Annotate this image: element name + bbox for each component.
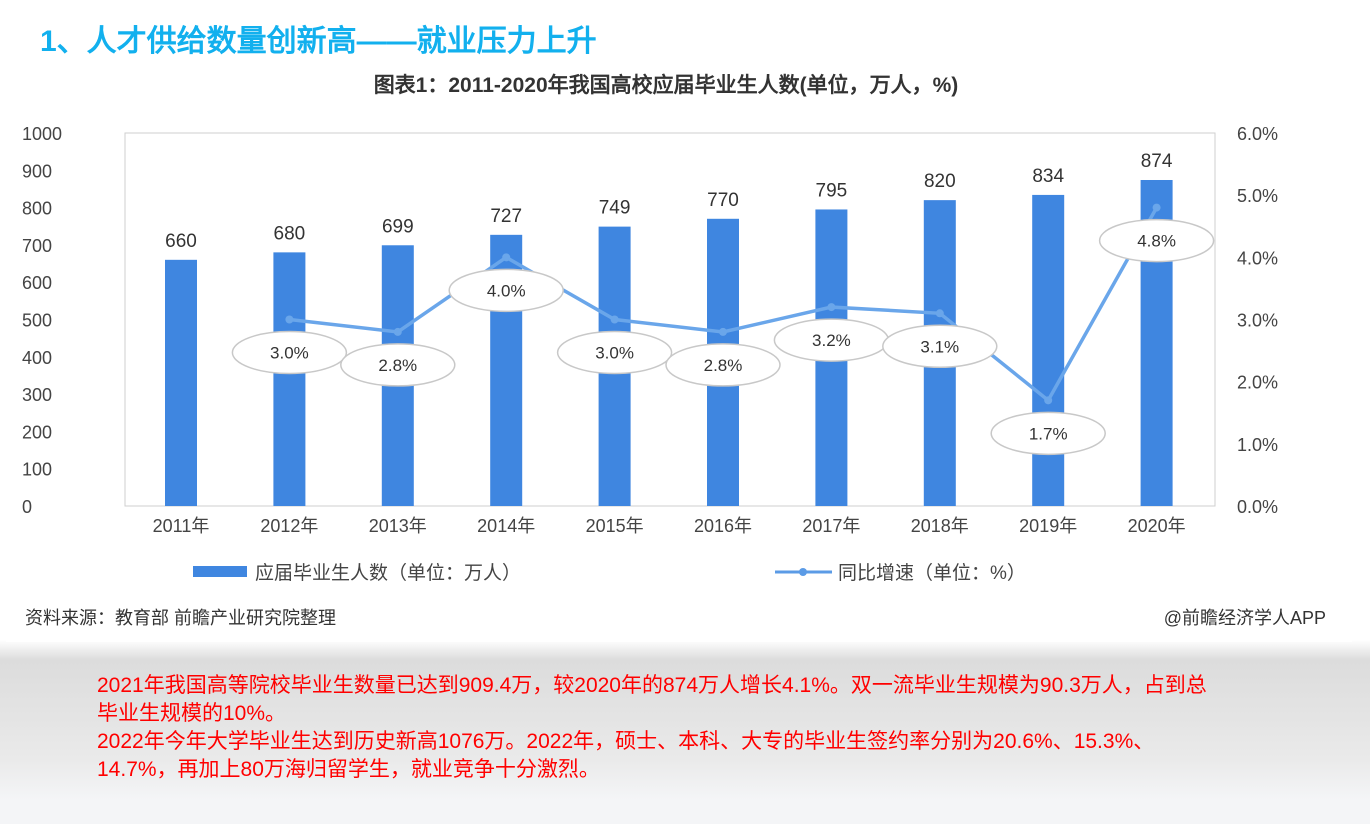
bar-value-label: 834 — [1032, 166, 1064, 187]
source-note: 资料来源：教育部 前瞻产业研究院整理 — [25, 608, 336, 628]
y-left-tick-label: 800 — [22, 199, 52, 219]
x-tick-label: 2014年 — [477, 516, 535, 536]
graduates-chart: 图表1：2011-2020年我国高校应届毕业生人数(单位，万人，%) 660 68… — [22, 73, 1326, 628]
growth-label: 2.8% — [704, 356, 743, 375]
growth-point — [1152, 203, 1161, 212]
legend-line-marker — [799, 568, 807, 576]
growth-label: 4.0% — [487, 281, 526, 300]
y-right-tick-label: 1.0% — [1237, 435, 1278, 455]
x-tick-label: 2020年 — [1128, 516, 1186, 536]
growth-label-bubble — [448, 268, 564, 313]
y-left-tick-label: 700 — [22, 236, 52, 256]
y-left-tick-label: 200 — [22, 422, 52, 442]
growth-point — [1044, 396, 1053, 405]
legend-line-label: 同比增速（单位：%） — [838, 562, 1026, 584]
growth-label: 3.0% — [270, 344, 309, 363]
y-right-tick-label: 0.0% — [1237, 497, 1278, 517]
x-tick-label: 2013年 — [369, 516, 427, 536]
y-right-tick-label: 5.0% — [1237, 186, 1278, 206]
bar-value-label: 699 — [382, 216, 414, 237]
growth-label-bubble — [556, 330, 673, 375]
growth-label-bubble — [340, 343, 456, 387]
y-left-tick-label: 600 — [22, 273, 52, 293]
x-tick-label: 2019年 — [1019, 516, 1077, 536]
x-tick-label: 2015年 — [586, 516, 644, 536]
y-left-tick-label: 1000 — [22, 124, 62, 144]
growth-label: 1.7% — [1029, 424, 1068, 443]
slide-heading: 1、人才供给数量创新高——就业压力上升 — [40, 25, 597, 58]
growth-point — [285, 315, 294, 324]
y-right-tick-label: 4.0% — [1237, 248, 1278, 268]
y-right-tick-label: 2.0% — [1237, 373, 1278, 393]
chart-image — [6, 55, 1352, 642]
growth-point — [502, 253, 511, 262]
bar-value-label: 820 — [924, 171, 956, 192]
bar — [273, 252, 306, 506]
chart-title: 图表1：2011-2020年我国高校应届毕业生人数(单位，万人，%) — [374, 73, 959, 97]
bar-value-label: 660 — [165, 231, 197, 252]
y-left-tick-label: 100 — [22, 460, 52, 480]
growth-label-bubble — [665, 343, 781, 387]
x-tick-label: 2011年 — [153, 516, 210, 536]
growth-label: 2.8% — [378, 356, 417, 375]
growth-point — [719, 327, 727, 336]
growth-point — [935, 309, 944, 318]
growth-label-bubble — [1098, 218, 1215, 263]
x-tick-label: 2012年 — [260, 516, 318, 536]
legend-bar-swatch — [193, 566, 247, 577]
growth-label: 3.2% — [812, 331, 851, 350]
growth-label-bubble — [231, 330, 348, 375]
bar — [1032, 194, 1065, 506]
bar-value-label: 770 — [707, 190, 739, 211]
growth-point — [393, 327, 402, 336]
growth-label: 4.8% — [1137, 232, 1176, 251]
y-left-tick-label: 400 — [22, 348, 52, 368]
growth-point — [610, 315, 619, 324]
x-tick-label: 2017年 — [802, 516, 860, 536]
paragraph-2021: 2021年我国高等院校毕业生数量已达到909.4万，较2020年的874万人增长… — [97, 674, 1207, 725]
bar — [165, 259, 197, 506]
bar-value-label: 874 — [1141, 151, 1173, 172]
y-right-tick-label: 6.0% — [1237, 124, 1278, 144]
bar-value-label: 749 — [599, 198, 631, 219]
legend-bar-label: 应届毕业生人数（单位：万人） — [255, 562, 521, 584]
bar-value-label: 680 — [274, 223, 306, 244]
y-right-tick-label: 3.0% — [1237, 311, 1278, 331]
y-left-tick-label: 500 — [22, 311, 52, 331]
bar-value-label: 727 — [490, 206, 522, 227]
paragraph-2022: 2022年今年大学毕业生达到历史新高1076万。2022年，硕士、本科、大专的毕… — [97, 730, 1155, 781]
y-left-tick-label: 0 — [22, 497, 32, 517]
growth-label: 3.0% — [595, 344, 634, 363]
plot-frame — [124, 132, 1216, 507]
growth-point — [827, 303, 836, 312]
bar-value-label: 795 — [816, 180, 848, 201]
x-tick-label: 2018年 — [911, 516, 969, 536]
y-left-tick-label: 900 — [22, 161, 52, 181]
growth-label-bubble — [990, 411, 1106, 456]
body-text: 2021年我国高等院校毕业生数量已达到909.4万，较2020年的874万人增长… — [97, 672, 1217, 784]
y-left-tick-label: 300 — [22, 385, 52, 405]
growth-label-bubble — [882, 324, 998, 369]
x-tick-label: 2016年 — [694, 516, 752, 536]
growth-label: 3.1% — [920, 337, 959, 356]
credit-note: @前瞻经济学人APP — [1164, 608, 1326, 628]
